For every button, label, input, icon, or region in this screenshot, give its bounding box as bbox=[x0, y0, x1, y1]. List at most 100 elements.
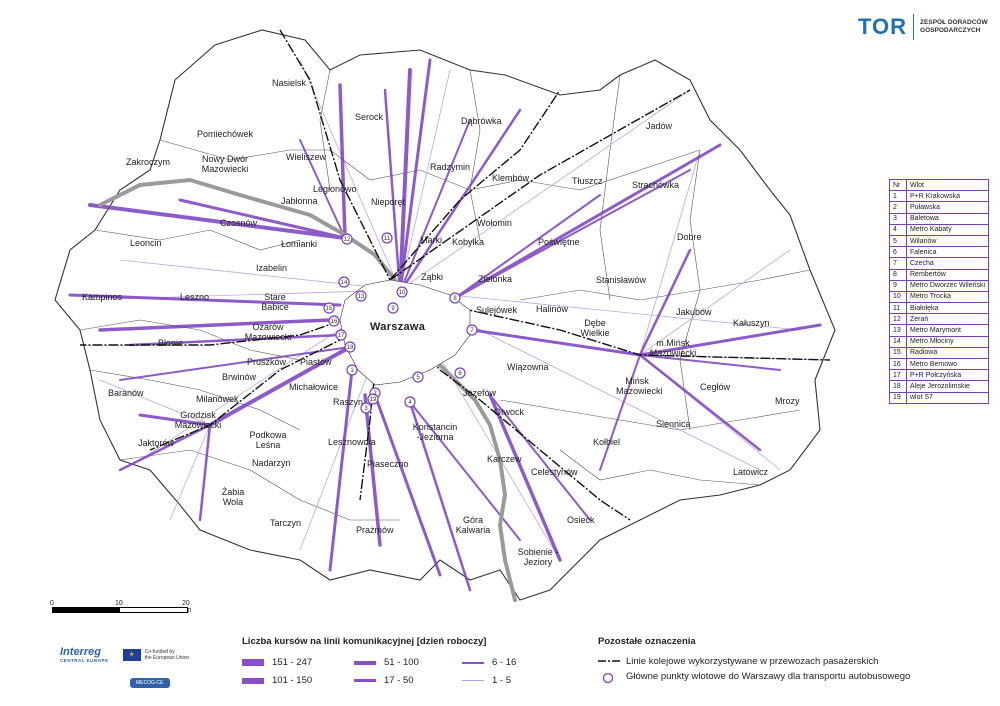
place-label: Mrozy bbox=[775, 396, 800, 406]
place-label: m.Mińsk Mazowiecki bbox=[649, 338, 697, 358]
row-number: 9 bbox=[889, 279, 907, 292]
row-entry: Baletowa bbox=[905, 212, 990, 225]
place-label: Celestynów bbox=[531, 467, 578, 477]
entry-points bbox=[323, 232, 478, 414]
place-label: Baranów bbox=[108, 388, 144, 398]
entry-point-14 bbox=[338, 276, 350, 288]
place-label: Michałowice bbox=[289, 382, 339, 392]
row-entry: P+R Połczyńska bbox=[905, 369, 990, 382]
table-row: 19 wlot S7 bbox=[889, 391, 990, 404]
logo-subtitle-line2: GOSPODARCZYCH bbox=[920, 27, 981, 34]
table-row: 18 Aleje Jerozolimskie bbox=[889, 380, 990, 393]
partner-logos: Interreg CENTRAL EUROPE ★ Co-funded by t… bbox=[60, 646, 189, 663]
place-label: Stare Babice bbox=[261, 292, 289, 312]
row-entry: Czecha bbox=[905, 257, 990, 270]
place-label: Nieporęt bbox=[371, 197, 406, 207]
eu-flag-icon: ★ bbox=[122, 648, 141, 661]
legend-label: 151 - 247 bbox=[272, 657, 313, 668]
place-label: Poświętne bbox=[538, 237, 580, 247]
table-row: 9 Metro Dworzec Wileński bbox=[889, 279, 990, 292]
row-entry: Wilanów bbox=[905, 234, 990, 248]
row-entry: Falenica bbox=[905, 246, 990, 259]
place-label: Lesznowola bbox=[328, 437, 376, 447]
row-entry: Metro Trocka bbox=[905, 290, 990, 304]
scale-tick-10: 10 bbox=[115, 600, 123, 607]
row-entry: Radiowa bbox=[905, 346, 990, 360]
legend-rail: Linie kolejowe wykorzystywane w przewoza… bbox=[598, 656, 878, 667]
place-label: Radzymin bbox=[430, 162, 471, 172]
place-label: Jakubów bbox=[676, 307, 712, 317]
legend-label: 1 - 5 bbox=[492, 675, 512, 686]
legend-entry-points: Główne punkty wlotowe do Warszawy dla tr… bbox=[598, 671, 918, 685]
place-label: Tłuszcz bbox=[572, 176, 603, 186]
eu-text: Co-funded by the European Union bbox=[145, 649, 189, 661]
place-label: Pomiechówek bbox=[197, 129, 254, 139]
place-label: Sobienie -Jeziory bbox=[517, 547, 559, 567]
place-label: Dobre bbox=[677, 232, 702, 242]
legend-swatch bbox=[242, 659, 264, 666]
place-label: Cegłów bbox=[700, 382, 731, 392]
place-label: Leoncin bbox=[130, 238, 162, 248]
interreg-name: Interreg bbox=[60, 646, 101, 658]
legend-item: 101 - 150 bbox=[242, 675, 312, 686]
place-label: Wołomin bbox=[477, 218, 512, 228]
eu-line2: the European Union bbox=[144, 654, 190, 661]
tor-logo: TOR ZESPÓŁ DORADCÓW GOSPODARCZYCH bbox=[858, 14, 988, 40]
entry-point-18 bbox=[344, 341, 356, 353]
railway-lines bbox=[80, 29, 831, 521]
place-label: Tarczyn bbox=[270, 518, 302, 528]
row-entry: Białołęka bbox=[905, 302, 990, 315]
row-number: 10 bbox=[889, 290, 907, 304]
entry-number-18: 18 bbox=[347, 345, 354, 351]
entry-number-12: 12 bbox=[344, 237, 351, 243]
table-row: 1 P+R Krakowska bbox=[889, 190, 990, 203]
entry-point-3 bbox=[360, 402, 372, 414]
eu-cofunding: ★ Co-funded by the European Union bbox=[122, 648, 189, 661]
row-number: 13 bbox=[889, 324, 907, 337]
table-row: 12 Żerań bbox=[889, 313, 990, 326]
row-entry: Metro Marymont bbox=[905, 324, 990, 337]
entry-point-icon bbox=[602, 672, 614, 684]
table-row: 17 P+R Połczyńska bbox=[889, 369, 990, 382]
place-label: Serock bbox=[355, 112, 384, 122]
row-number: 16 bbox=[889, 357, 907, 371]
place-label: Latowicz bbox=[733, 467, 769, 477]
warsaw-area bbox=[339, 279, 471, 386]
entry-point-9 bbox=[387, 302, 399, 314]
place-label: Zakroczym bbox=[126, 157, 171, 167]
place-label: Brwinów bbox=[222, 372, 257, 382]
entry-point-numbers: 1 2 3 4 5 6 7 8 9 10 11 12 13 14 15 16 1… bbox=[326, 236, 475, 412]
row-number: 8 bbox=[889, 268, 907, 281]
row-number: 17 bbox=[889, 369, 907, 382]
place-label: Żabia Wola bbox=[221, 487, 245, 507]
place-label: Pruszków bbox=[247, 357, 287, 367]
entry-point-19 bbox=[367, 393, 379, 405]
legend-item: 17 - 50 bbox=[354, 675, 414, 686]
entry-point-15 bbox=[323, 302, 335, 314]
place-label: Józefów bbox=[463, 388, 497, 398]
entry-number-4: 4 bbox=[408, 400, 412, 406]
place-label: Mińsk Mazowiecki bbox=[616, 376, 663, 396]
table-row: 13 Metro Marymont bbox=[889, 324, 990, 337]
place-label: Klembów bbox=[492, 173, 530, 183]
place-label: Marki bbox=[420, 235, 442, 245]
place-label: Siennica bbox=[656, 419, 691, 429]
entry-number-14: 14 bbox=[341, 280, 348, 286]
legend-swatch bbox=[462, 661, 484, 664]
entry-number-8: 8 bbox=[453, 296, 457, 302]
row-entry: Metro Bemowo bbox=[905, 357, 990, 371]
legend-swatch bbox=[354, 660, 376, 665]
legend-swatch bbox=[462, 680, 484, 681]
place-label: Strachówka bbox=[632, 180, 680, 190]
place-label: Zielonka bbox=[478, 274, 513, 284]
row-number: 15 bbox=[889, 346, 907, 360]
place-label: Kampinos bbox=[82, 292, 123, 302]
place-label: Podkowa Leśna bbox=[249, 430, 287, 450]
place-label: Ożarów Mazowiecki bbox=[244, 322, 292, 342]
place-label: Jadów bbox=[646, 121, 673, 131]
table-row: 6 Falenica bbox=[889, 246, 990, 259]
row-number: 11 bbox=[889, 302, 907, 315]
table-header-row: Nr Wlot bbox=[889, 178, 990, 192]
entry-number-5: 5 bbox=[416, 375, 420, 381]
